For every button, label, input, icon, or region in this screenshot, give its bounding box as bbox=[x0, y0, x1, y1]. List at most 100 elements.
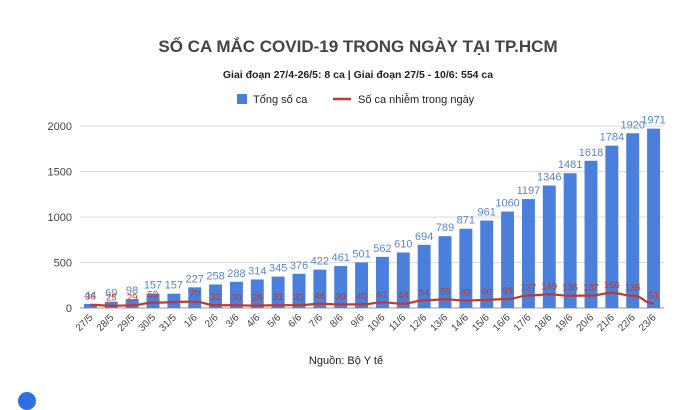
x-tick-label: 31/5 bbox=[157, 312, 179, 334]
bars bbox=[83, 128, 661, 308]
bar-value-label: 1481 bbox=[558, 159, 582, 171]
x-tick-label: 9/6 bbox=[349, 312, 367, 330]
bar bbox=[313, 269, 327, 308]
bar-value-label: 961 bbox=[478, 207, 496, 219]
bar-value-label: 1920 bbox=[620, 119, 644, 131]
bar bbox=[459, 228, 473, 308]
x-axis: 27/5 28/5 29/5 30/5 31/5 1/6 2/6 3/6 4/6 5/6 6/6 7/… bbox=[74, 312, 659, 334]
line-value-label: 31 bbox=[294, 292, 305, 303]
bar-value-label: 157 bbox=[165, 280, 183, 292]
x-tick-label: 23/6 bbox=[637, 312, 659, 334]
bar-value-label: 789 bbox=[436, 222, 454, 234]
line-value-label: 90 bbox=[481, 287, 492, 298]
x-tick-label: 4/6 bbox=[245, 312, 263, 330]
x-tick-label: 21/6 bbox=[595, 312, 617, 334]
bar-value-label: 314 bbox=[248, 265, 266, 277]
y-tick-label: 0 bbox=[66, 303, 72, 315]
x-tick-label: 6/6 bbox=[287, 312, 305, 330]
bar bbox=[167, 293, 181, 308]
bar bbox=[584, 160, 598, 308]
bar-value-label: 44 bbox=[84, 290, 96, 302]
bar-value-label: 501 bbox=[352, 248, 370, 260]
line-value-label: 46 bbox=[315, 291, 326, 302]
bar bbox=[209, 284, 223, 308]
bar bbox=[501, 211, 515, 308]
bar bbox=[292, 273, 306, 308]
x-tick-label: 11/6 bbox=[387, 312, 408, 333]
bar-value-label: 694 bbox=[415, 231, 433, 243]
line-value-label: 70 bbox=[189, 289, 200, 300]
line-value-label: 26 bbox=[252, 293, 263, 304]
line-value-label: 51 bbox=[648, 290, 659, 301]
chart-title: SỐ CA MẮC COVID-19 TRONG NGÀY TẠI TP.HCM bbox=[158, 36, 557, 56]
bar-value-label: 1618 bbox=[579, 147, 603, 159]
x-tick-label: 17/6 bbox=[512, 312, 534, 334]
y-tick-label: 2000 bbox=[48, 121, 72, 133]
y-tick-label: 1000 bbox=[48, 212, 72, 224]
x-tick-label: 3/6 bbox=[224, 312, 242, 330]
legend-swatch-total bbox=[237, 94, 247, 104]
bar-value-label: 376 bbox=[290, 260, 308, 272]
bar bbox=[542, 185, 556, 308]
x-tick-label: 30/5 bbox=[137, 312, 159, 334]
x-tick-label: 2/6 bbox=[203, 312, 221, 330]
line-value-label: 166 bbox=[604, 280, 620, 291]
x-tick-label: 10/6 bbox=[366, 312, 388, 334]
x-tick-label: 13/6 bbox=[429, 312, 451, 334]
bar bbox=[480, 220, 494, 308]
bar-value-label: 157 bbox=[144, 280, 162, 292]
x-tick-label: 18/6 bbox=[533, 312, 555, 334]
bar bbox=[125, 299, 139, 308]
line-value-label: 59 bbox=[148, 290, 159, 301]
line-value-label: 25 bbox=[106, 293, 117, 304]
line-value-label: 82 bbox=[461, 288, 472, 299]
x-tick-label: 29/5 bbox=[116, 312, 138, 334]
line-value-label: 31 bbox=[210, 292, 221, 303]
bar bbox=[647, 128, 661, 308]
bar bbox=[626, 133, 640, 308]
line-value-label: 31 bbox=[273, 292, 284, 303]
line-value-label: 39 bbox=[335, 291, 346, 302]
bar-value-label: 258 bbox=[206, 271, 224, 283]
line-value-label: 136 bbox=[625, 283, 641, 294]
bar-value-label: 98 bbox=[126, 285, 138, 297]
x-tick-label: 1/6 bbox=[182, 312, 200, 330]
line-value-labels: 36 25 29 59 70 31 30 26 31 31 46 39 40 61 48 84 95 82 90 99… bbox=[85, 280, 659, 304]
x-tick-label: 5/6 bbox=[266, 312, 284, 330]
y-axis: 0 500 1000 1500 2000 bbox=[48, 121, 72, 315]
corner-indicator-dot bbox=[18, 392, 36, 410]
x-tick-label: 28/5 bbox=[95, 312, 117, 334]
line-value-label: 30 bbox=[231, 292, 242, 303]
x-tick-label: 16/6 bbox=[491, 312, 513, 334]
line-value-label: 84 bbox=[419, 287, 430, 298]
bar bbox=[334, 266, 348, 308]
bar-value-label: 461 bbox=[332, 252, 350, 264]
bar bbox=[417, 244, 431, 308]
bar-value-label: 1784 bbox=[600, 132, 624, 144]
x-tick-label: 8/6 bbox=[328, 312, 346, 330]
bar bbox=[396, 252, 410, 308]
daily-cases-line bbox=[90, 291, 654, 307]
daily-line-path bbox=[90, 291, 654, 307]
x-tick-label: 12/6 bbox=[408, 312, 430, 334]
bar bbox=[521, 199, 535, 308]
x-tick-label: 14/6 bbox=[449, 312, 471, 334]
line-value-label: 137 bbox=[583, 283, 599, 294]
line-value-label: 137 bbox=[520, 283, 536, 294]
bar bbox=[605, 145, 619, 308]
line-value-label: 29 bbox=[127, 292, 138, 303]
line-value-label: 135 bbox=[562, 283, 578, 294]
bar-value-label: 871 bbox=[457, 215, 475, 227]
bar bbox=[438, 236, 452, 308]
bar-value-label: 1060 bbox=[495, 198, 519, 210]
legend-label-total: Tổng số ca bbox=[253, 94, 308, 106]
line-value-label: 40 bbox=[356, 291, 367, 302]
bar bbox=[229, 281, 243, 308]
bar-value-label: 1971 bbox=[641, 115, 665, 127]
bar bbox=[146, 293, 160, 308]
x-tick-label: 27/5 bbox=[74, 312, 96, 334]
bar bbox=[563, 173, 577, 308]
bar-value-label: 422 bbox=[311, 256, 329, 268]
